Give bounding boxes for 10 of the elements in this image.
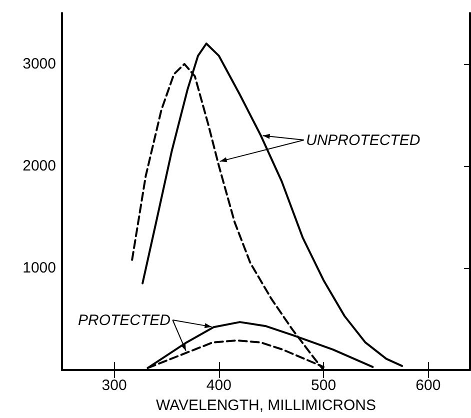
y-tick-label: 3000 (22, 56, 56, 72)
x-tick-label: 300 (102, 377, 127, 394)
x-tick-label: 600 (416, 377, 441, 394)
y-tick-label: 1000 (22, 260, 56, 276)
annotation: UNPROTECTED (306, 132, 420, 149)
x-tick-label: 500 (311, 377, 336, 394)
annotation: PROTECTED (78, 312, 171, 329)
y-tick-label: 2000 (22, 158, 56, 174)
x-tick-label: 400 (206, 377, 232, 394)
x-axis-title: WAVELENGTH, MILLIMICRONS (156, 397, 376, 414)
